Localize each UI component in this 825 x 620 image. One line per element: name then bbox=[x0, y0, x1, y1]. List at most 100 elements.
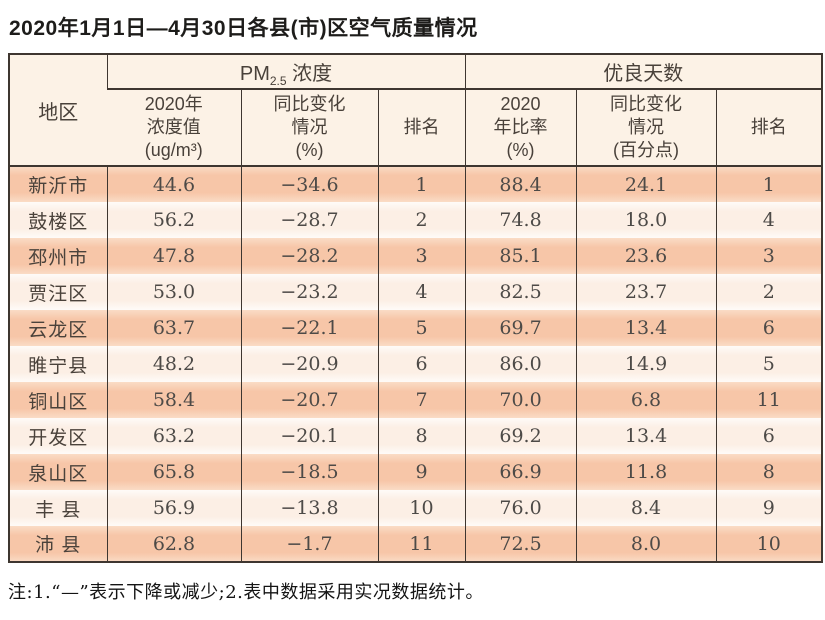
cell-pm-rank: 4 bbox=[377, 274, 466, 310]
cell-region: 云龙区 bbox=[28, 319, 89, 341]
table-row: 铜山区 58.4 −20.7 7 70.0 6.8 11 bbox=[9, 382, 823, 418]
cell-good-rate: 82.5 bbox=[464, 274, 577, 310]
cell-pm-change: −20.7 bbox=[240, 382, 378, 418]
cell-good-rate: 86.0 bbox=[464, 346, 577, 382]
cell-region: 睢宁县 bbox=[28, 355, 89, 377]
pm25-suffix: 浓度 bbox=[286, 63, 333, 85]
col-header-good-rate: 2020 年比率 (%) bbox=[464, 89, 577, 167]
cell-region: 鼓楼区 bbox=[28, 211, 89, 233]
cell-pm-rank: 7 bbox=[377, 382, 466, 418]
cell-good-change: 13.4 bbox=[575, 418, 717, 454]
col-header-region: 地区 bbox=[9, 54, 107, 167]
header-sub-row: 2020年 浓度值 (ug/m³) 同比变化 情况 (%) 排名 2020 年比… bbox=[9, 89, 823, 167]
cell-good-rank: 1 bbox=[715, 166, 823, 202]
cell-good-rate: 88.4 bbox=[464, 166, 577, 202]
cell-pm-value: 65.8 bbox=[106, 454, 241, 490]
cell-pm-change: −20.9 bbox=[240, 346, 378, 382]
cell-pm-change: −1.7 bbox=[240, 526, 378, 562]
table-row: 鼓楼区 56.2 −28.7 2 74.8 18.0 4 bbox=[9, 202, 823, 238]
table-row: 云龙区 63.7 −22.1 5 69.7 13.4 6 bbox=[9, 310, 823, 346]
col-header-good-rank: 排名 bbox=[715, 89, 823, 167]
col-header-pm-change: 同比变化 情况 (%) bbox=[240, 89, 378, 167]
table-row: 新沂市 44.6 −34.6 1 88.4 24.1 1 bbox=[9, 166, 823, 202]
cell-good-change: 8.0 bbox=[575, 526, 717, 562]
cell-pm-rank: 9 bbox=[377, 454, 466, 490]
pm25-prefix: PM bbox=[239, 63, 270, 85]
cell-good-rank: 8 bbox=[715, 454, 823, 490]
cell-pm-change: −34.6 bbox=[240, 166, 378, 202]
col-group-good-days: 优良天数 bbox=[464, 54, 823, 90]
cell-pm-rank: 3 bbox=[377, 238, 466, 274]
cell-good-change: 13.4 bbox=[575, 310, 717, 346]
cell-pm-change: −28.2 bbox=[240, 238, 378, 274]
table-header: 地区 PM2.5 浓度 优良天数 2020年 浓度值 (ug/m³) 同比变化 … bbox=[9, 54, 823, 167]
cell-pm-value: 48.2 bbox=[106, 346, 241, 382]
cell-good-rate: 74.8 bbox=[464, 202, 577, 238]
cell-pm-value: 44.6 bbox=[106, 166, 241, 202]
footnote: 注:1.“—”表示下降或减少;2.表中数据采用实况数据统计。 bbox=[8, 582, 484, 603]
cell-good-change: 23.6 bbox=[575, 238, 717, 274]
cell-good-rate: 69.7 bbox=[464, 310, 577, 346]
cell-good-change: 24.1 bbox=[575, 166, 717, 202]
cell-pm-value: 62.8 bbox=[106, 526, 241, 562]
table-row: 睢宁县 48.2 −20.9 6 86.0 14.9 5 bbox=[9, 346, 823, 382]
cell-pm-rank: 1 bbox=[377, 166, 466, 202]
cell-pm-value: 53.0 bbox=[106, 274, 241, 310]
col-header-good-change: 同比变化 情况 (百分点) bbox=[575, 89, 717, 167]
cell-pm-change: −23.2 bbox=[240, 274, 378, 310]
cell-pm-change: −20.1 bbox=[240, 418, 378, 454]
cell-good-rank: 2 bbox=[715, 274, 823, 310]
table-row: 泉山区 65.8 −18.5 9 66.9 11.8 8 bbox=[9, 454, 823, 490]
cell-good-change: 6.8 bbox=[575, 382, 717, 418]
cell-region: 丰 县 bbox=[35, 499, 82, 521]
cell-good-rank: 6 bbox=[715, 418, 823, 454]
cell-pm-rank: 2 bbox=[377, 202, 466, 238]
cell-region: 铜山区 bbox=[28, 391, 89, 413]
cell-good-change: 23.7 bbox=[575, 274, 717, 310]
cell-pm-value: 56.2 bbox=[106, 202, 241, 238]
cell-good-rate: 66.9 bbox=[464, 454, 577, 490]
cell-pm-value: 47.8 bbox=[106, 238, 241, 274]
cell-good-rank: 6 bbox=[715, 310, 823, 346]
cell-pm-value: 58.4 bbox=[106, 382, 241, 418]
cell-good-rank: 4 bbox=[715, 202, 823, 238]
cell-good-rank: 9 bbox=[715, 490, 823, 526]
cell-region: 邳州市 bbox=[28, 247, 89, 269]
cell-good-rate: 72.5 bbox=[464, 526, 577, 562]
cell-pm-value: 63.7 bbox=[106, 310, 241, 346]
cell-pm-value: 63.2 bbox=[106, 418, 241, 454]
col-group-pm25: PM2.5 浓度 bbox=[106, 54, 466, 90]
cell-good-rate: 76.0 bbox=[464, 490, 577, 526]
cell-region: 泉山区 bbox=[28, 463, 89, 485]
cell-good-rate: 70.0 bbox=[464, 382, 577, 418]
col-header-pm-rank: 排名 bbox=[377, 89, 466, 167]
table-row: 贾汪区 53.0 −23.2 4 82.5 23.7 2 bbox=[9, 274, 823, 310]
cell-region: 新沂市 bbox=[28, 176, 89, 197]
cell-region: 贾汪区 bbox=[28, 283, 89, 305]
cell-good-rate: 85.1 bbox=[464, 238, 577, 274]
cell-pm-rank: 5 bbox=[377, 310, 466, 346]
cell-pm-rank: 6 bbox=[377, 346, 466, 382]
cell-good-change: 14.9 bbox=[575, 346, 717, 382]
cell-pm-change: −22.1 bbox=[240, 310, 378, 346]
cell-region: 开发区 bbox=[28, 427, 89, 449]
cell-pm-change: −18.5 bbox=[240, 454, 378, 490]
table-row: 沛 县 62.8 −1.7 11 72.5 8.0 10 bbox=[9, 526, 823, 562]
cell-region: 沛 县 bbox=[35, 535, 82, 556]
air-quality-table: 地区 PM2.5 浓度 优良天数 2020年 浓度值 (ug/m³) 同比变化 … bbox=[8, 53, 824, 563]
header-group-row: 地区 PM2.5 浓度 优良天数 bbox=[9, 54, 823, 167]
cell-good-change: 8.4 bbox=[575, 490, 717, 526]
cell-good-change: 18.0 bbox=[575, 202, 717, 238]
cell-good-rate: 69.2 bbox=[464, 418, 577, 454]
cell-pm-rank: 8 bbox=[377, 418, 466, 454]
page-title: 2020年1月1日—4月30日各县(市)区空气质量情况 bbox=[9, 17, 478, 40]
cell-good-rank: 10 bbox=[715, 526, 823, 562]
cell-good-change: 11.8 bbox=[575, 454, 717, 490]
cell-pm-rank: 10 bbox=[377, 490, 466, 526]
cell-pm-rank: 11 bbox=[377, 526, 466, 562]
cell-good-rank: 5 bbox=[715, 346, 823, 382]
cell-pm-value: 56.9 bbox=[106, 490, 241, 526]
cell-good-rank: 3 bbox=[715, 238, 823, 274]
table-row: 丰 县 56.9 −13.8 10 76.0 8.4 9 bbox=[9, 490, 823, 526]
